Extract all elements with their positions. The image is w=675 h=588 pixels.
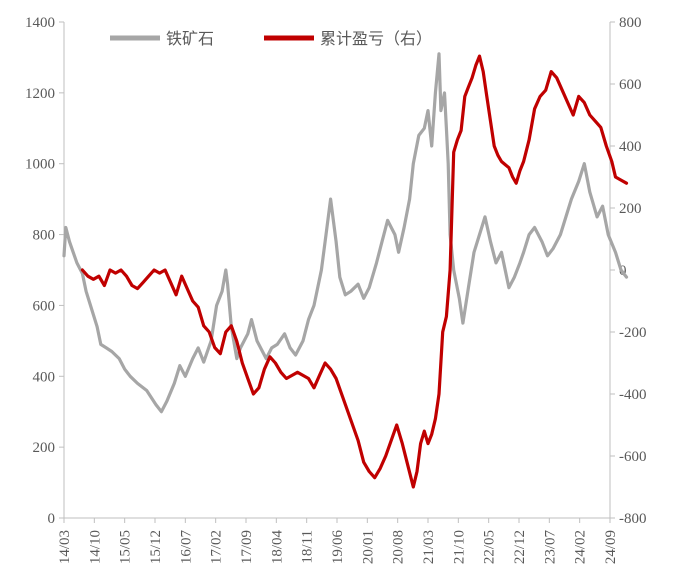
right-axis-tick-label: 600 (619, 77, 642, 93)
right-axis-tick-label: -800 (619, 511, 647, 527)
x-axis-tick-label: 20/01 (360, 530, 376, 564)
right-axis-tick-label: -200 (619, 325, 647, 341)
left-axis-tick-label: 1400 (25, 15, 55, 31)
x-axis-tick-label: 16/07 (178, 530, 194, 565)
series-line-cumulative-pnl (80, 54, 629, 489)
x-axis-tick-label: 21/10 (451, 530, 467, 564)
x-axis-tick-label: 15/12 (148, 530, 164, 564)
series-line-iron-ore (62, 52, 629, 414)
x-axis-tick-label: 23/07 (542, 530, 558, 565)
x-axis-tick-label: 15/05 (118, 530, 134, 564)
left-axis-tick-label: 800 (33, 228, 56, 244)
x-axis-tick-label: 18/11 (300, 530, 316, 564)
right-axis-tick-label: -600 (619, 449, 647, 465)
x-axis-tick-label: 21/03 (421, 530, 437, 564)
x-axis-tick-label: 19/06 (330, 530, 346, 565)
series-group (62, 52, 629, 489)
x-axis-tick-label: 17/02 (209, 530, 225, 564)
x-axis-tick-label: 24/02 (573, 530, 589, 564)
left-axis-tick-label: 400 (33, 369, 56, 385)
left-axis-tick-label: 1000 (25, 157, 55, 173)
left-axis-tick-label: 600 (33, 298, 56, 314)
left-axis-tick-label: 1200 (25, 86, 55, 102)
legend-label-cumulative-pnl: 累计盈亏（右） (320, 30, 432, 48)
axes: 0 200 400 600 800 1000 1200 1400 -800 -600 -400 -20… (25, 15, 647, 564)
x-axis-tick-label: 22/05 (482, 530, 498, 564)
right-axis-tick-label: -400 (619, 387, 647, 403)
x-axis-tick-label: 17/09 (239, 530, 255, 564)
right-axis-tick-label: 200 (619, 201, 642, 217)
left-axis-tick-label: 200 (33, 440, 56, 456)
x-axis-tick-label: 22/12 (512, 530, 528, 564)
legend: 铁矿石 累计盈亏（右） (110, 30, 432, 48)
left-axis-tick-label: 0 (48, 511, 56, 527)
x-axis-tick-label: 24/09 (603, 530, 619, 564)
x-axis-tick-label: 20/08 (391, 530, 407, 564)
right-axis-tick-label: 400 (619, 139, 642, 155)
x-axis-tick-label: 14/10 (87, 530, 103, 564)
right-axis-tick-label: 800 (619, 15, 642, 31)
x-axis-tick-label: 14/03 (57, 530, 73, 564)
x-axis-tick-label: 18/04 (269, 530, 285, 565)
legend-label-iron-ore: 铁矿石 (166, 30, 214, 48)
